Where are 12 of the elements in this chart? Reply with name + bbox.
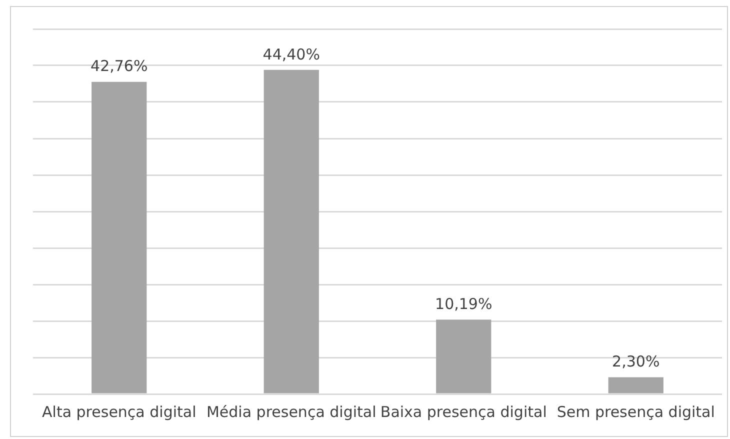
x-tick-label: Sem presença digital <box>556 402 715 421</box>
data-label: 10,19% <box>435 295 492 314</box>
data-label: 44,40% <box>262 45 320 64</box>
x-tick-label: Alta presença digital <box>42 402 196 421</box>
data-label: 2,30% <box>612 352 660 371</box>
data-label: 42,76% <box>90 57 148 76</box>
bar <box>608 377 664 394</box>
x-tick-label: Baixa presença digital <box>380 402 547 421</box>
x-tick-label: Média presença digital <box>206 402 376 421</box>
bar <box>436 320 492 394</box>
bar <box>92 82 147 394</box>
bar <box>264 70 319 394</box>
